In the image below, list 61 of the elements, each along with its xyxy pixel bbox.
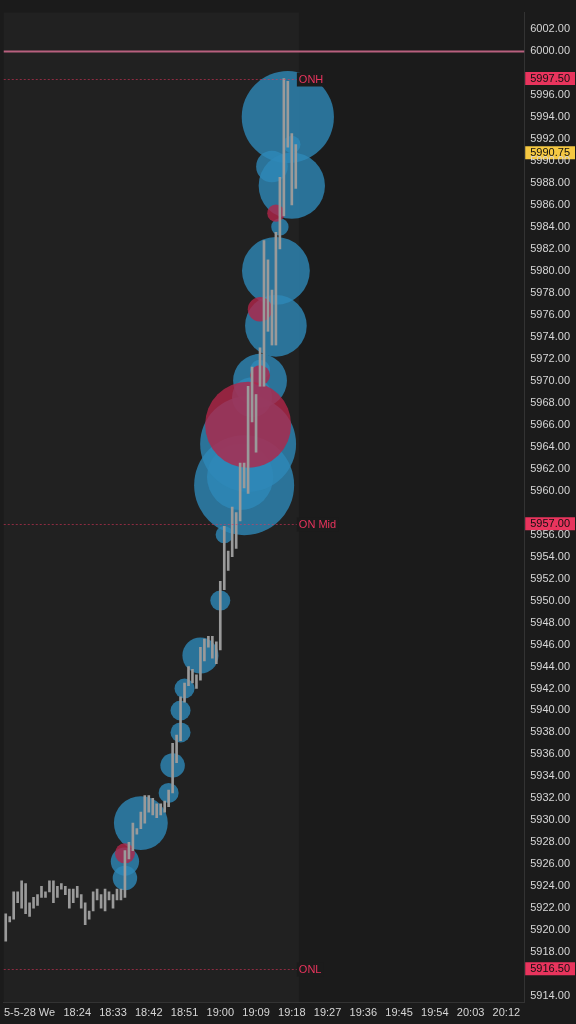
y-tick-label: 5944.00 xyxy=(530,659,570,672)
y-tick-label: 5957.00 xyxy=(530,516,570,529)
y-tick-label: 5997.50 xyxy=(530,71,570,84)
y-tick-label: 5940.00 xyxy=(530,703,570,716)
x-tick-label: 20:03 xyxy=(456,1006,485,1019)
y-tick-label: 5920.00 xyxy=(530,923,570,936)
y-tick-label: 5948.00 xyxy=(530,615,570,628)
y-tick-label: 5982.00 xyxy=(530,241,570,254)
y-tick-label: 5954.00 xyxy=(530,549,570,562)
y-tick-label: 5974.00 xyxy=(530,329,570,342)
x-tick-label: 18:33 xyxy=(99,1006,127,1019)
y-tick-label: 5938.00 xyxy=(530,725,570,738)
y-tick-label: 5962.00 xyxy=(530,461,570,474)
y-tick-label: 5946.00 xyxy=(530,637,570,650)
y-tick-label: 5918.00 xyxy=(530,945,570,958)
y-tick-label: 5950.00 xyxy=(530,593,570,606)
y-tick-label: 5986.00 xyxy=(530,197,570,210)
y-tick-label: 5930.00 xyxy=(530,813,570,826)
y-tick-label: 5942.00 xyxy=(530,681,570,694)
x-tick-label: 19:09 xyxy=(242,1006,270,1019)
x-tick-label: 19:54 xyxy=(421,1006,449,1019)
ref-line-label: ONH xyxy=(298,72,324,85)
y-tick-label: 5924.00 xyxy=(530,879,570,892)
y-tick-label: 5994.00 xyxy=(530,110,570,123)
x-tick-label: 19:00 xyxy=(206,1006,235,1019)
y-tick-label: 5978.00 xyxy=(530,285,570,298)
x-tick-label: 20:12 xyxy=(492,1006,521,1019)
y-tick-label: 5970.00 xyxy=(530,373,570,386)
y-tick-label: 5932.00 xyxy=(530,791,570,804)
y-tick-label: 5996.00 xyxy=(530,88,570,101)
ref-line-label: ONL xyxy=(298,962,322,975)
y-tick-label: 5992.00 xyxy=(530,132,570,145)
y-tick-label: 5914.00 xyxy=(530,989,570,1002)
y-tick-label: 5952.00 xyxy=(530,571,570,584)
x-tick-label: 19:36 xyxy=(349,1006,378,1019)
y-tick-label: 6002.00 xyxy=(530,22,570,35)
x-tick-label: 19:18 xyxy=(278,1006,306,1019)
x-tick-label: 5-5-28 We xyxy=(4,1006,56,1019)
y-tick-label: 5926.00 xyxy=(530,857,570,870)
y-tick-label: 6000.00 xyxy=(530,44,570,57)
x-tick-label: 18:24 xyxy=(63,1006,92,1019)
y-tick-label: 5972.00 xyxy=(530,351,570,364)
y-tick-label: 5964.00 xyxy=(530,439,570,452)
x-tick-label: 18:51 xyxy=(170,1006,199,1019)
y-tick-label: 5934.00 xyxy=(530,769,570,782)
y-tick-label: 5984.00 xyxy=(530,219,570,232)
y-tick-label: 5916.50 xyxy=(530,961,570,974)
y-tick-label: 5936.00 xyxy=(530,747,570,760)
y-tick-label: 5960.00 xyxy=(530,483,570,496)
y-tick-label: 5968.00 xyxy=(530,395,570,408)
y-tick-label: 5988.00 xyxy=(530,175,570,188)
y-tick-label: 5966.00 xyxy=(530,417,570,430)
y-tick-label: 5922.00 xyxy=(530,901,570,914)
y-tick-label: 5928.00 xyxy=(530,835,570,848)
x-tick-label: 19:45 xyxy=(385,1006,413,1019)
y-tick-label: 5956.00 xyxy=(530,527,570,540)
y-tick-label: 5976.00 xyxy=(530,307,570,320)
x-tick-label: 18:42 xyxy=(135,1006,163,1019)
y-tick-label: 5980.00 xyxy=(530,263,570,276)
x-tick-label: 19:27 xyxy=(313,1006,342,1019)
ref-line-label: ON Mid xyxy=(298,517,337,530)
